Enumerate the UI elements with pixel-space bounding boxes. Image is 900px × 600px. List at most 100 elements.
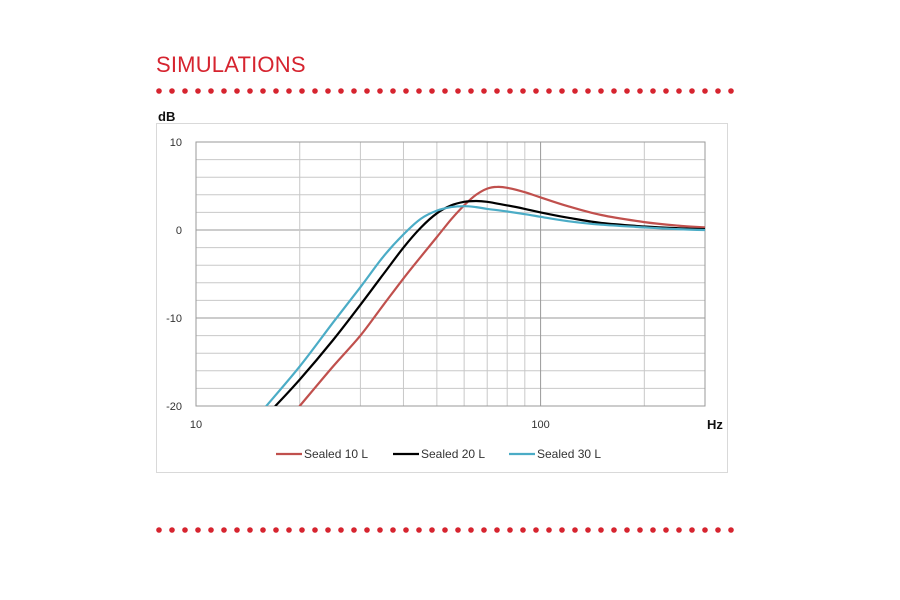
divider-dot (533, 527, 539, 533)
divider-dot (247, 88, 253, 94)
divider-dot (637, 88, 643, 94)
divider-dot (689, 527, 695, 533)
divider-dot (728, 527, 734, 533)
divider-dot (429, 88, 435, 94)
divider-dot (702, 88, 708, 94)
divider-dot (169, 88, 175, 94)
divider-dot (689, 88, 695, 94)
divider-dot (650, 88, 656, 94)
divider-dot (455, 88, 461, 94)
divider-dot (182, 527, 188, 533)
divider-dot (221, 527, 227, 533)
divider-dot (520, 527, 526, 533)
divider-dot (312, 527, 318, 533)
divider-dot (403, 88, 409, 94)
divider-dot (286, 527, 292, 533)
divider-dot (377, 88, 383, 94)
divider-dot (624, 527, 630, 533)
divider-dot (273, 88, 279, 94)
divider-dot (520, 88, 526, 94)
legend: Sealed 10 L Sealed 20 L Sealed 30 L (276, 447, 601, 461)
divider-dot (338, 527, 344, 533)
divider-dot (624, 88, 630, 94)
dotted-divider-top (156, 88, 734, 94)
series-line-2 (274, 199, 705, 406)
x-axis-label: Hz (707, 417, 723, 432)
divider-dot (585, 88, 591, 94)
divider-dot (273, 527, 279, 533)
divider-dot (494, 527, 500, 533)
divider-dot (234, 527, 240, 533)
divider-dot (728, 88, 734, 94)
divider-dot (429, 527, 435, 533)
divider-dot (507, 88, 513, 94)
divider-dot (182, 88, 188, 94)
divider-dot (260, 527, 266, 533)
grid (195, 141, 706, 407)
series-line-1 (298, 185, 705, 406)
divider-dot (221, 88, 227, 94)
divider-dot (572, 527, 578, 533)
divider-dot (715, 88, 721, 94)
legend-label: Sealed 10 L (304, 447, 368, 461)
divider-dot (507, 527, 513, 533)
divider-dot (286, 88, 292, 94)
divider-dot (702, 527, 708, 533)
section-title: SIMULATIONS (156, 52, 306, 77)
divider-dot (312, 88, 318, 94)
series-line-3 (265, 205, 705, 406)
series-lines (265, 185, 705, 406)
divider-dot (481, 527, 487, 533)
divider-dot (169, 527, 175, 533)
divider-dot (208, 527, 214, 533)
divider-dot (585, 527, 591, 533)
divider-dot (546, 88, 552, 94)
legend-label: Sealed 30 L (537, 447, 601, 461)
divider-dot (468, 527, 474, 533)
divider-dot (559, 88, 565, 94)
divider-dot (481, 88, 487, 94)
divider-dot (533, 88, 539, 94)
x-tick-label: 100 (531, 419, 549, 431)
divider-dot (299, 527, 305, 533)
divider-dot (611, 527, 617, 533)
divider-dot (338, 88, 344, 94)
divider-dot (247, 527, 253, 533)
divider-dot (195, 88, 201, 94)
divider-dot (572, 88, 578, 94)
divider-dot (156, 527, 162, 533)
divider-dot (455, 527, 461, 533)
divider-dot (416, 527, 422, 533)
chart-border (156, 123, 728, 473)
divider-dot (195, 527, 201, 533)
divider-dot (403, 527, 409, 533)
divider-dot (416, 88, 422, 94)
divider-dot (637, 527, 643, 533)
chart-frame: 10 0 -10 -20 10 100 Sealed 10 L Sealed 20 L Seal… (156, 108, 728, 473)
divider-dot (364, 527, 370, 533)
divider-dot (598, 88, 604, 94)
divider-dot (390, 88, 396, 94)
y-tick-label: 0 (176, 225, 182, 237)
divider-dot (364, 88, 370, 94)
divider-dot (325, 527, 331, 533)
divider-dot (390, 527, 396, 533)
legend-label: Sealed 20 L (421, 447, 485, 461)
divider-dot (442, 88, 448, 94)
divider-dot (650, 527, 656, 533)
divider-dot (325, 88, 331, 94)
divider-dot (234, 88, 240, 94)
divider-dot (611, 88, 617, 94)
divider-dot (715, 527, 721, 533)
y-tick-label: -10 (166, 313, 182, 325)
divider-dot (156, 88, 162, 94)
divider-dot (442, 527, 448, 533)
divider-dot (598, 527, 604, 533)
divider-dot (559, 527, 565, 533)
plot-frame (195, 141, 706, 407)
divider-dot (676, 527, 682, 533)
y-tick-label: -20 (166, 401, 182, 413)
dotted-divider-bottom (156, 527, 734, 533)
divider-dot (351, 88, 357, 94)
divider-dot (663, 527, 669, 533)
